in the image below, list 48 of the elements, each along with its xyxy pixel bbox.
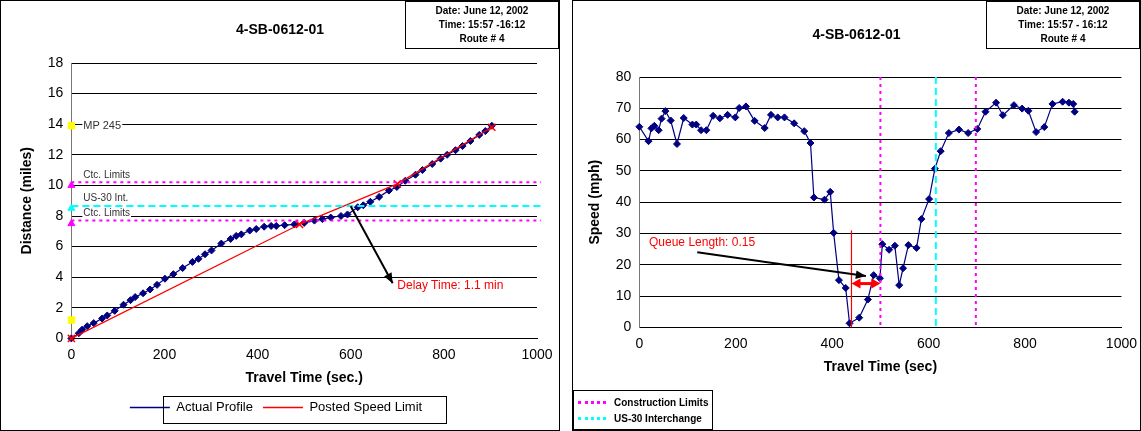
y-tick-label: 12 [47,145,64,162]
y-tick-label: 40 [615,193,632,210]
y-tick-label: 16 [47,84,64,101]
x-tick-label: 400 [820,334,845,351]
x-tick-label: 0 [635,334,644,351]
y-tick-label: 80 [615,67,632,84]
legend-label: US-30 Interchange [614,412,702,424]
x-axis-title: Travel Time (sec.) [245,369,363,386]
x-tick-label: 1000 [1105,334,1138,351]
chart-subtitle: Date: June 12, 2002 Time: 15:57 -16:12 Route # 4 [405,1,559,49]
x-axis-title: Travel Time (sec) [823,358,938,375]
y-tick-label: 10 [47,176,64,193]
chart-subtitle: Date: June 12, 2002 Time: 15:57 - 16:12 Route # 4 [986,1,1140,49]
y-tick-label: 30 [615,224,632,241]
legend-label: Construction Limits [614,396,709,408]
x-tick-label: 800 [1013,334,1037,351]
x-tick-label: 600 [339,345,363,362]
y-axis-title: Speed (mph) [586,159,603,245]
x-tick-label: 200 [724,334,748,351]
legend-label: Posted Speed Limit [309,399,423,415]
x-tick-label: 0 [67,345,76,362]
ref-line-label: US-30 Int. [83,192,129,204]
x-tick-label: 400 [245,345,270,362]
y-tick-label: 10 [615,286,632,303]
x-tick-label: 200 [152,345,177,362]
chart-title: 4-SB-0612-01 [236,21,324,37]
annotation: MP 245 [83,118,122,131]
y-tick-label: 18 [47,53,64,70]
ref-line-label: Ctc. Limits [83,206,131,218]
legend-label: Actual Profile [176,399,253,415]
ref-line-label: Ctc. Limits [83,168,131,180]
y-tick-label: 50 [615,161,632,178]
y-tick-label: 0 [623,318,632,335]
y-tick-label: 20 [615,255,632,272]
y-tick-label: 8 [55,206,64,223]
y-tick-label: 14 [47,115,64,132]
chart-title: 4-SB-0612-01 [812,26,901,42]
x-tick-label: 800 [432,345,456,362]
y-tick-label: 60 [615,130,632,147]
y-tick-label: 2 [55,298,64,315]
y-tick-label: 4 [55,268,64,285]
x-tick-label: 1000 [521,345,553,362]
annotation: Delay Time: 1.1 min [397,278,504,293]
annotation: Queue Length: 0.15 [649,234,756,249]
y-axis-title: Distance (miles) [18,147,35,255]
y-tick-label: 6 [55,237,64,254]
x-tick-label: 600 [916,334,941,351]
y-tick-label: 70 [615,99,632,116]
